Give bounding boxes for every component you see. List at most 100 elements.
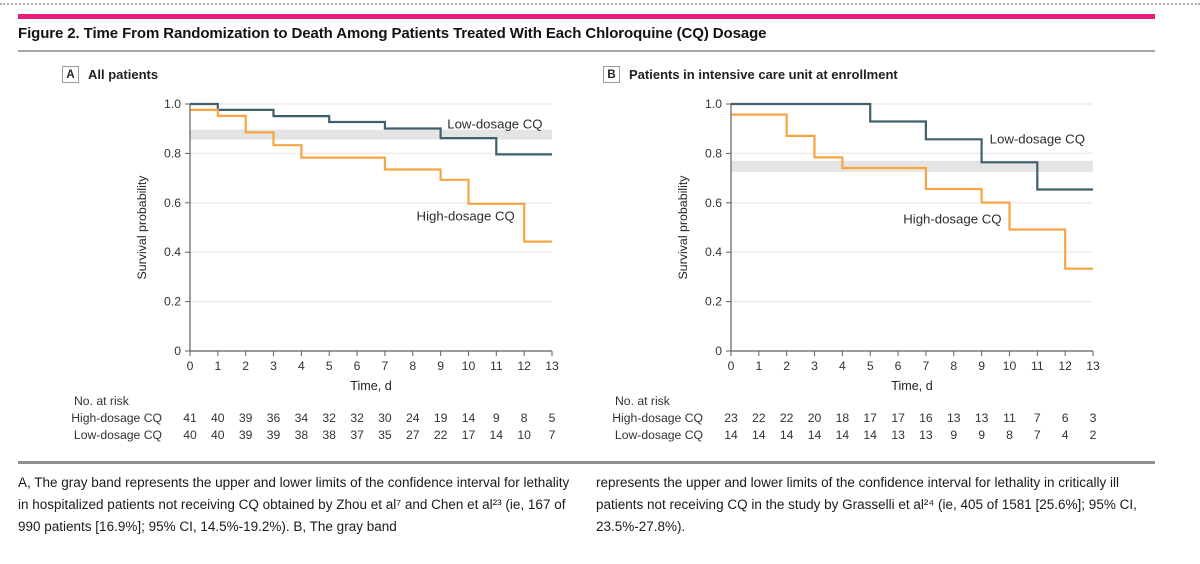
- x-tick-label: 6: [895, 359, 902, 373]
- x-tick-label: 12: [517, 359, 531, 373]
- at-risk-value: 17: [891, 411, 905, 425]
- at-risk-value: 22: [433, 428, 448, 442]
- at-risk-value: 13: [947, 411, 961, 425]
- at-risk-value: 36: [266, 411, 281, 425]
- title-divider-rule: [18, 50, 1155, 52]
- at-risk-value: 14: [807, 428, 822, 442]
- at-risk-value: 40: [211, 411, 225, 425]
- y-axis-title: Survival probability: [676, 175, 690, 280]
- at-risk-value: 6: [1061, 411, 1069, 425]
- x-tick-label: 9: [978, 359, 985, 373]
- at-risk-value: 32: [350, 411, 364, 425]
- y-tick-label: 0.8: [164, 146, 181, 160]
- at-risk-value: 9: [978, 428, 985, 442]
- figure-title: Figure 2. Time From Randomization to Dea…: [18, 25, 767, 42]
- x-tick-label: 5: [326, 359, 333, 373]
- x-tick-label: 13: [1086, 359, 1100, 373]
- panel-a-letter-badge: A: [62, 66, 79, 83]
- x-tick-label: 1: [214, 359, 221, 373]
- at-risk-value: 18: [835, 411, 850, 425]
- y-tick-label: 1.0: [705, 97, 722, 111]
- panel-a-title: All patients: [88, 67, 159, 82]
- at-risk-value: 13: [919, 428, 933, 442]
- at-risk-value: 16: [919, 411, 933, 425]
- x-tick-label: 3: [270, 359, 277, 373]
- top-dotted-divider: [0, 3, 1200, 5]
- x-tick-label: 8: [409, 359, 416, 373]
- panel-b-header: B Patients in intensive care unit at enr…: [603, 66, 898, 83]
- x-tick-label: 3: [811, 359, 818, 373]
- at-risk-value: 17: [461, 428, 476, 442]
- at-risk-value: 7: [1033, 428, 1041, 442]
- panel-a-survival-chart: 0 0.2 0.4 0.6 0.8 1.0 0 1 2 3 4 5 6 7 8 9 10 11 12 13 Low-do…: [120, 94, 560, 410]
- at-risk-value: 14: [461, 411, 476, 425]
- panel-b-survival-chart: 0 0.2 0.4 0.6 0.8 1.0 0 1 2 3 4 5 6 7 8 9 10 11 12 13 Low-do…: [661, 94, 1101, 410]
- at-risk-value: 14: [752, 428, 766, 442]
- at-risk-value: 9: [492, 411, 500, 425]
- at-risk-value: 19: [433, 411, 448, 425]
- at-risk-row-label: High-dosage CQ: [612, 411, 703, 425]
- ci-band: [190, 129, 552, 140]
- low-dosage-curve-label: Low-dosage CQ: [990, 132, 1085, 147]
- at-risk-value: 5: [548, 411, 556, 425]
- at-risk-row: Low-dosage CQ 14 14 14 14 14 14 13 13 9 9 8 7 4 2: [603, 428, 1159, 445]
- y-tick-label: 1.0: [164, 97, 181, 111]
- y-tick-label: 0: [715, 344, 722, 358]
- panel-b: B Patients in intensive care unit at enr…: [603, 64, 1159, 460]
- low-dosage-curve: [731, 102, 1093, 191]
- at-risk-value: 30: [378, 411, 392, 425]
- panel-b-title: Patients in intensive care unit at enrol…: [629, 67, 898, 82]
- at-risk-value: 13: [891, 428, 905, 442]
- at-risk-value: 13: [974, 411, 989, 425]
- x-tick-label: 0: [728, 359, 735, 373]
- y-tick-label: 0.2: [164, 295, 181, 309]
- at-risk-row-label: High-dosage CQ: [71, 411, 162, 425]
- y-tick-label: 0.4: [164, 245, 181, 259]
- at-risk-value: 17: [863, 411, 877, 425]
- y-tick-label: 0: [174, 344, 181, 358]
- at-risk-value: 22: [779, 411, 794, 425]
- at-risk-value: 24: [406, 411, 420, 425]
- at-risk-value: 20: [807, 411, 822, 425]
- x-tick-label: 0: [187, 359, 194, 373]
- panel-a: A All patients 0 0.2 0.4 0.6 0.8 1.0 0 1 2 3 4 5 6 7 8…: [62, 64, 602, 460]
- at-risk-row: High-dosage CQ 23 22 22 20 18 17 17 16 13 13 11 7 6 3: [603, 411, 1159, 428]
- survival-plot-svg: 00.20.40.60.81.00 1 2 3 4 5 6 7 8 9 10 11 12 13Low-do…: [135, 97, 559, 393]
- x-tick-label: 9: [437, 359, 444, 373]
- figure-accent-bar: [18, 14, 1155, 19]
- x-tick-label: 4: [298, 359, 305, 373]
- y-tick-label: 0.8: [705, 146, 722, 160]
- axis-lines: [189, 104, 552, 352]
- at-risk-value: 10: [517, 428, 531, 442]
- x-axis-title: Time, d: [891, 379, 933, 393]
- x-tick-label: 8: [950, 359, 957, 373]
- at-risk-value: 14: [835, 428, 850, 442]
- x-tick-label: 10: [1003, 359, 1017, 373]
- y-tick-label: 0.6: [705, 196, 722, 210]
- x-axis-title: Time, d: [350, 379, 392, 393]
- y-tick-label: 0.6: [164, 196, 181, 210]
- at-risk-row-label: Low-dosage CQ: [73, 428, 162, 442]
- at-risk-value: 23: [724, 411, 738, 425]
- high-dosage-curve: [190, 108, 552, 243]
- survival-plot-svg: 00.20.40.60.81.00 1 2 3 4 5 6 7 8 9 10 11 12 13Low-do…: [676, 97, 1100, 393]
- at-risk-value: 38: [322, 428, 336, 442]
- x-tick-label: 11: [490, 359, 503, 373]
- at-risk-value: 39: [238, 411, 253, 425]
- y-tick-label: 0.4: [705, 245, 722, 259]
- at-risk-value: 38: [294, 428, 309, 442]
- at-risk-row: Low-dosage CQ 40 40 39 39 38 38 37 35 27 22 17 14 10 7: [62, 428, 602, 445]
- at-risk-value: 37: [350, 428, 364, 442]
- low-dosage-curve: [190, 102, 552, 156]
- high-dosage-curve: [731, 113, 1093, 270]
- at-risk-value: 3: [1089, 411, 1097, 425]
- no-at-risk-header: No. at risk: [74, 394, 129, 408]
- ci-band: [731, 160, 1093, 172]
- at-risk-value: 14: [779, 428, 794, 442]
- at-risk-value: 11: [1003, 411, 1016, 425]
- caption-column-right: represents the upper and lower limits of…: [596, 475, 1137, 534]
- panel-b-letter-badge: B: [603, 66, 620, 83]
- at-risk-value: 7: [548, 428, 556, 442]
- at-risk-value: 14: [489, 428, 504, 442]
- x-tick-label: 10: [462, 359, 476, 373]
